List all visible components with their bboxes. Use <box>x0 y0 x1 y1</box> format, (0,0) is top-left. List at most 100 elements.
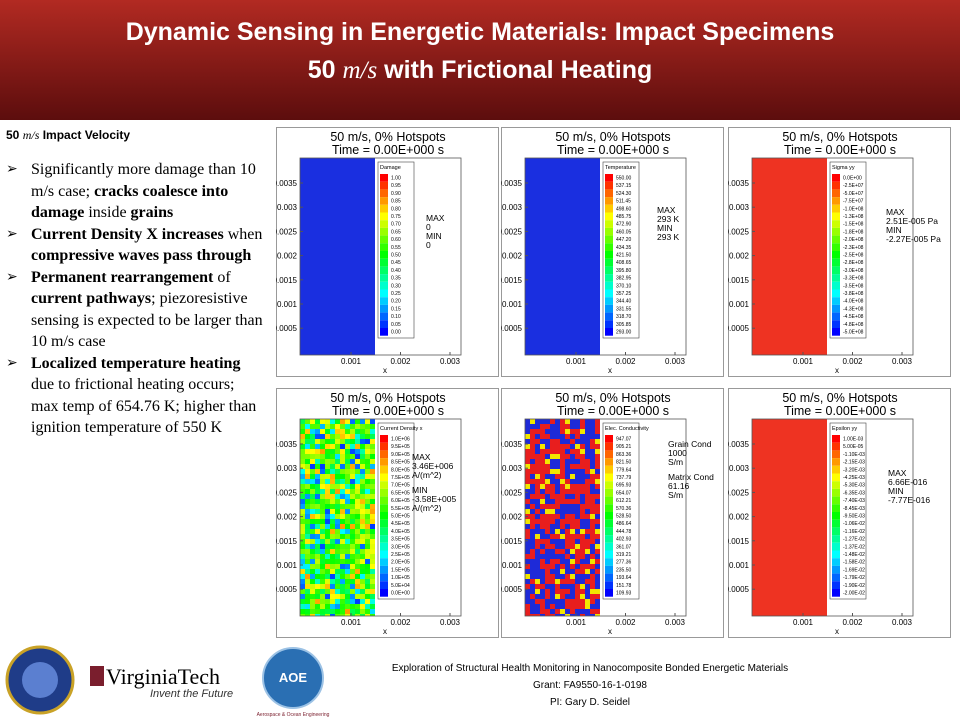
y-tick-label: 0.0025 <box>501 227 523 236</box>
field-cell <box>545 499 550 504</box>
field-cell <box>575 494 580 499</box>
field-cell <box>565 419 570 424</box>
legend-swatch <box>832 189 840 198</box>
field-cell <box>355 599 360 604</box>
field-cell <box>350 419 355 424</box>
field-cell <box>595 569 600 574</box>
field-cell <box>315 439 320 444</box>
field-cell <box>565 464 570 469</box>
legend-swatch <box>832 227 840 236</box>
heading-part: m/s <box>22 128 40 142</box>
field-cell <box>550 559 555 564</box>
field-cell <box>595 574 600 579</box>
field-cell <box>305 439 310 444</box>
field-cell <box>540 419 545 424</box>
field <box>752 158 827 355</box>
heading-part: Impact Velocity <box>39 128 131 142</box>
legend-swatch <box>380 573 388 582</box>
field-cell <box>325 574 330 579</box>
legend-swatch <box>380 304 388 313</box>
field-cell <box>545 419 550 424</box>
field-cell <box>570 424 575 429</box>
field-cell <box>300 509 305 514</box>
field-cell <box>580 539 585 544</box>
field-cell <box>360 429 365 434</box>
field-cell <box>540 589 545 594</box>
field-cell <box>360 599 365 604</box>
legend-label: 0.65 <box>391 229 401 235</box>
field-cell <box>355 609 360 614</box>
field-cell <box>350 549 355 554</box>
subtitle-part: m/s <box>342 57 378 84</box>
field-cell <box>525 474 530 479</box>
field-cell <box>535 524 540 529</box>
field-cell <box>550 484 555 489</box>
legend-swatch <box>380 197 388 205</box>
field-cell <box>570 434 575 439</box>
legend-label: -1.0E+08 <box>843 206 864 212</box>
field-cell <box>320 504 325 509</box>
field-cell <box>545 459 550 464</box>
axis-frame <box>524 418 687 617</box>
legend-label: -1.58E-02 <box>843 560 865 566</box>
y-tick-label: 0.001 <box>502 300 523 309</box>
field-cell <box>370 489 375 494</box>
field-cell <box>545 444 550 449</box>
field-cell <box>590 539 595 544</box>
field-cell <box>365 484 370 489</box>
field-cell <box>345 579 350 584</box>
legend-label: 370.10 <box>616 283 632 289</box>
field-cell <box>585 509 590 514</box>
field-cell <box>325 569 330 574</box>
field-cell <box>340 529 345 534</box>
field-cell <box>300 584 305 589</box>
legend-swatch <box>832 281 840 290</box>
field-cell <box>320 484 325 489</box>
field-cell <box>320 494 325 499</box>
legend-swatch <box>832 450 840 459</box>
field-cell <box>315 479 320 484</box>
field-cell <box>325 604 330 609</box>
legend-swatch <box>380 243 388 251</box>
field-cell <box>325 514 330 519</box>
y-tick-label: 0.003 <box>729 464 750 473</box>
field-cell <box>580 614 585 616</box>
field-cell <box>570 494 575 499</box>
field-cell <box>345 439 350 444</box>
legend-label: 2.5E+05 <box>391 552 410 558</box>
field-cell <box>590 439 595 444</box>
field-cell <box>580 459 585 464</box>
field-cell <box>590 424 595 429</box>
field-cell <box>310 594 315 599</box>
field-cell <box>580 599 585 604</box>
field-cell <box>540 504 545 509</box>
field-cell <box>325 554 330 559</box>
field-cell <box>585 459 590 464</box>
field-cell <box>345 499 350 504</box>
field-cell <box>345 449 350 454</box>
field-cell <box>310 544 315 549</box>
field-cell <box>315 594 320 599</box>
field-cell <box>355 449 360 454</box>
legend-swatch <box>832 481 840 489</box>
field-cell <box>345 454 350 459</box>
field-cell <box>530 494 535 499</box>
field-cell <box>530 504 535 509</box>
field-cell <box>575 424 580 429</box>
field-cell <box>570 574 575 579</box>
subtitle-part: 50 <box>307 56 343 84</box>
field-cell <box>560 549 565 554</box>
field-cell <box>330 579 335 584</box>
field-cell <box>370 599 375 604</box>
legend-label: 395.80 <box>616 268 632 274</box>
legend-label: -1.10E-03 <box>843 452 865 458</box>
field-cell <box>590 419 595 424</box>
field-cell <box>525 534 530 539</box>
field-cell <box>335 439 340 444</box>
field-cell <box>590 559 595 564</box>
field-cell <box>560 539 565 544</box>
field-cell <box>540 434 545 439</box>
field-cell <box>300 434 305 439</box>
field-cell <box>365 449 370 454</box>
field-cell <box>360 559 365 564</box>
